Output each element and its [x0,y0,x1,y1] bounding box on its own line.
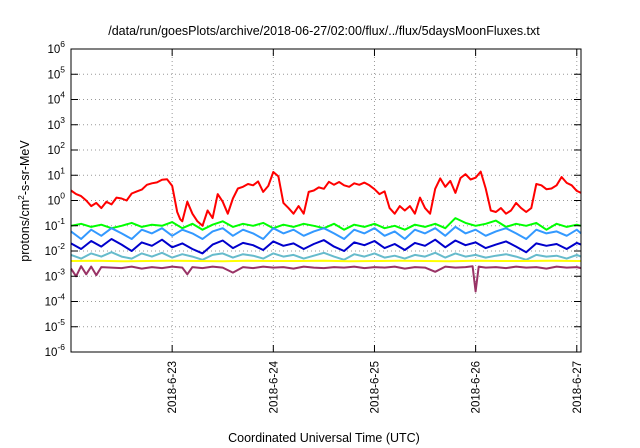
y-axis-label: protons/cm2-s-sr-MeV [16,140,32,262]
x-tick-label: 2018-6-27 [572,361,584,413]
series-line-2 [70,217,582,231]
y-tick-label: 101 [47,165,65,182]
y-tick-label: 106 [47,39,65,56]
series-line-3 [70,225,582,240]
series-line-6 [70,259,581,263]
series-line-1 [70,170,582,227]
x-axis-label: Coordinated Universal Time (UTC) [228,431,420,445]
y-tick-label: 105 [47,64,65,81]
y-axis: 10-6 10-5 10-4 10-3 10-2 10-1 100 101 102 103 104 1… [45,39,581,359]
x-axis: 2018-6-23 2018-6-24 2018-6-25 2018-6-26 2018… [167,49,584,413]
chart-title: /data/run/goesPlots/archive/2018-06-27/0… [108,24,540,38]
x-tick-label: 2018-6-26 [471,361,483,413]
y-tick-label: 100 [47,191,65,208]
x-tick-label: 2018-6-25 [369,361,381,413]
series-layer [70,170,582,293]
series-line-4 [70,238,582,255]
y-tick-label: 10-2 [45,241,66,258]
grid-lines [71,49,581,352]
x-tick-label: 2018-6-23 [167,361,179,413]
series-line-7 [70,265,582,293]
y-tick-label: 10-6 [45,342,66,359]
y-tick-label: 103 [47,115,65,132]
y-tick-label: 10-5 [45,317,66,334]
y-tick-label: 10-4 [45,292,66,309]
series-line-5 [70,251,582,261]
y-tick-label: 102 [47,140,65,157]
y-tick-label: 104 [47,90,65,107]
x-tick-label: 2018-6-24 [268,360,280,413]
y-tick-label: 10-3 [45,266,66,283]
y-tick-label: 10-1 [45,216,66,233]
